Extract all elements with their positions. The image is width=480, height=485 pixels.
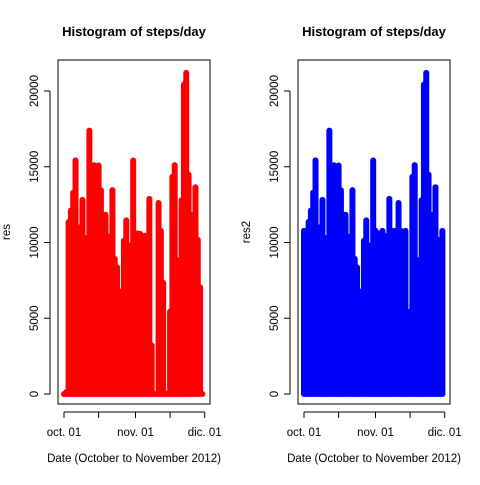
y-tick-label: 15000: [29, 151, 41, 183]
x-tick-label: oct. 01: [47, 427, 82, 439]
y-tick-label: 20000: [29, 75, 41, 107]
y-tick-label: 0: [269, 391, 281, 397]
y-tick-label: 10000: [29, 227, 41, 259]
y-tick-label: 0: [29, 391, 41, 397]
x-axis-label: Date (October to November 2012): [47, 453, 221, 465]
panel-steps-res2: 0 5000 10000 15000 20000 oct. 01 nov. 01 dic. 0…: [241, 24, 462, 465]
y-tick-label: 10000: [269, 227, 281, 259]
y-tick-label: 5000: [269, 305, 281, 331]
chart-title: Histogram of steps/day: [302, 24, 447, 39]
y-tick-label: 15000: [269, 151, 281, 183]
plot-frame: [297, 59, 451, 405]
panel-steps-res: 0 5000 10000 15000 20000 oct. 01 nov. 01 dic. 0…: [1, 24, 222, 465]
x-tick-label: dic. 01: [188, 427, 222, 439]
x-tick-label: dic. 01: [428, 427, 462, 439]
plot-frame: [57, 59, 211, 405]
x-tick-label: nov. 01: [357, 427, 394, 439]
x-axis-label: Date (October to November 2012): [287, 453, 461, 465]
chart-title: Histogram of steps/day: [62, 24, 207, 39]
y-tick-label: 20000: [269, 75, 281, 107]
x-tick-label: oct. 01: [287, 427, 322, 439]
y-tick-label: 5000: [29, 305, 41, 331]
y-axis-label: res2: [241, 221, 253, 243]
y-axis-label: res: [1, 224, 13, 240]
x-tick-label: nov. 01: [117, 427, 154, 439]
